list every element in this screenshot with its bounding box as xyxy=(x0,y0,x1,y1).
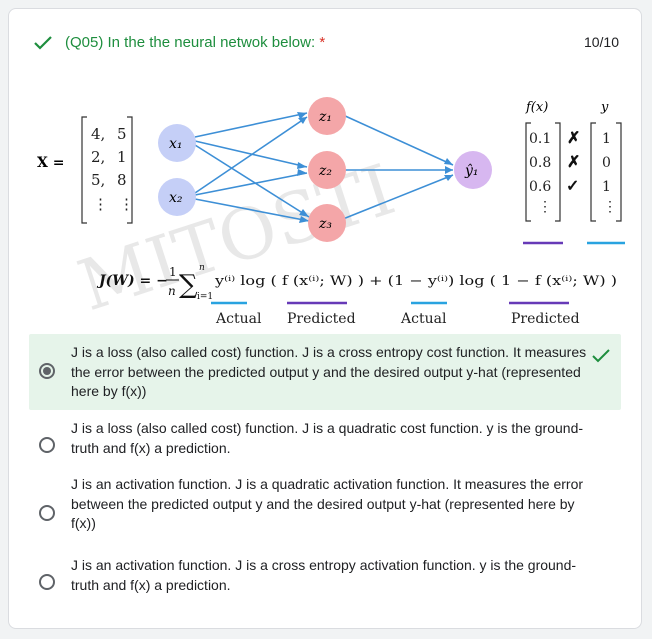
x-cell-0-1: 5 xyxy=(117,125,127,143)
option-3-text: J is an activation function. J is a quad… xyxy=(71,476,584,531)
question-card: (Q05) In the the neural netwok below: * … xyxy=(8,8,642,629)
input-node-x2-label: x₂ xyxy=(169,190,183,206)
x-label: X = xyxy=(37,155,64,171)
x-matrix-right-bracket xyxy=(127,116,133,224)
y-value-1: 0 xyxy=(602,155,611,171)
hidden-node-z3-label: z₃ xyxy=(318,216,332,232)
x-cell-1-0: 2, xyxy=(91,148,105,166)
label-predicted-1: Predicted xyxy=(287,311,356,327)
hidden-node-z3 xyxy=(308,204,346,242)
option-4[interactable]: J is an activation function. J is a cros… xyxy=(29,554,621,608)
fx-left-bracket xyxy=(525,122,531,222)
y-left-bracket xyxy=(590,122,596,222)
label-actual-2: Actual xyxy=(400,311,447,327)
option-2-radio[interactable] xyxy=(39,437,55,453)
fx-header: f(x) xyxy=(525,100,548,115)
formula-sum-bottom: i=1 xyxy=(197,292,213,302)
question-score: 10/10 xyxy=(583,34,619,50)
input-node-x2 xyxy=(158,178,196,216)
hidden-node-z2 xyxy=(308,151,346,189)
question-title: (Q05) In the the neural netwok below: * xyxy=(65,34,325,51)
mark-cross-0: ✗ xyxy=(567,128,580,147)
x-cell-3-0: ⋮ xyxy=(93,195,108,213)
option-4-radio[interactable] xyxy=(39,574,55,590)
fx-value-2: 0.6 xyxy=(529,179,551,195)
y-right-bracket xyxy=(616,122,622,222)
x-cell-2-0: 5, xyxy=(91,171,105,189)
formula-frac-den: n xyxy=(168,284,176,298)
option-2-text: J is a loss (also called cost) function.… xyxy=(71,420,584,456)
question-title-text: (Q05) In the the neural netwok below: xyxy=(65,34,316,51)
hidden-node-z2-label: z₂ xyxy=(318,163,332,179)
neural-network-figure: MITOSTI X = 4, 5 2, 1 5, 8 ⋮ ⋮ xyxy=(37,97,625,327)
y-value-3: ⋮ xyxy=(603,199,617,215)
question-header: (Q05) In the the neural netwok below: * … xyxy=(33,33,619,55)
y-header: y xyxy=(600,100,609,115)
x-matrix-left-bracket xyxy=(81,116,87,224)
x-cell-2-1: 8 xyxy=(117,171,127,189)
option-1[interactable]: J is a loss (also called cost) function.… xyxy=(29,334,621,410)
x-cell-0-0: 4, xyxy=(91,125,105,143)
hidden-node-z1 xyxy=(308,97,346,135)
fx-right-bracket xyxy=(555,122,561,222)
input-node-x1 xyxy=(158,124,196,162)
formula-sum-top: n xyxy=(199,263,205,273)
option-3-radio[interactable] xyxy=(39,505,55,521)
option-1-text: J is a loss (also called cost) function.… xyxy=(71,344,587,399)
option-1-correct-check-icon xyxy=(592,349,610,363)
hidden-node-z1-label: z₁ xyxy=(318,109,332,125)
network-edges xyxy=(194,112,454,222)
formula-frac-num: 1 xyxy=(169,265,177,279)
mark-check-2: ✓ xyxy=(566,176,579,195)
label-predicted-2: Predicted xyxy=(511,311,580,327)
x-cell-1-1: 1 xyxy=(117,148,127,166)
input-node-x1-label: x₁ xyxy=(169,136,183,152)
answer-options: J is a loss (also called cost) function.… xyxy=(29,334,621,608)
formula-body: y⁽ⁱ⁾ log ( f (x⁽ⁱ⁾; W) ) + (1 − y⁽ⁱ⁾) lo… xyxy=(214,274,617,289)
label-actual-1: Actual xyxy=(215,311,262,327)
option-3[interactable]: J is an activation function. J is a quad… xyxy=(29,472,621,548)
y-value-0: 1 xyxy=(602,131,611,147)
required-mark: * xyxy=(319,34,326,51)
fx-value-1: 0.8 xyxy=(529,155,551,171)
option-2[interactable]: J is a loss (also called cost) function.… xyxy=(29,418,621,472)
x-cell-3-1: ⋮ xyxy=(119,195,134,213)
correct-check-icon xyxy=(34,36,52,50)
fx-value-3: ⋮ xyxy=(538,199,552,215)
mark-cross-1: ✗ xyxy=(567,152,580,171)
formula-sum-symbol: ∑ xyxy=(179,270,198,300)
output-node-yhat-label: ŷ₁ xyxy=(464,162,479,179)
fx-value-0: 0.1 xyxy=(529,131,551,147)
option-1-radio[interactable] xyxy=(39,363,55,379)
option-4-text: J is an activation function. J is a cros… xyxy=(71,557,577,593)
y-value-2: 1 xyxy=(602,179,611,195)
formula-lhs: J(W) = − xyxy=(96,273,168,289)
output-node-yhat xyxy=(454,151,492,189)
